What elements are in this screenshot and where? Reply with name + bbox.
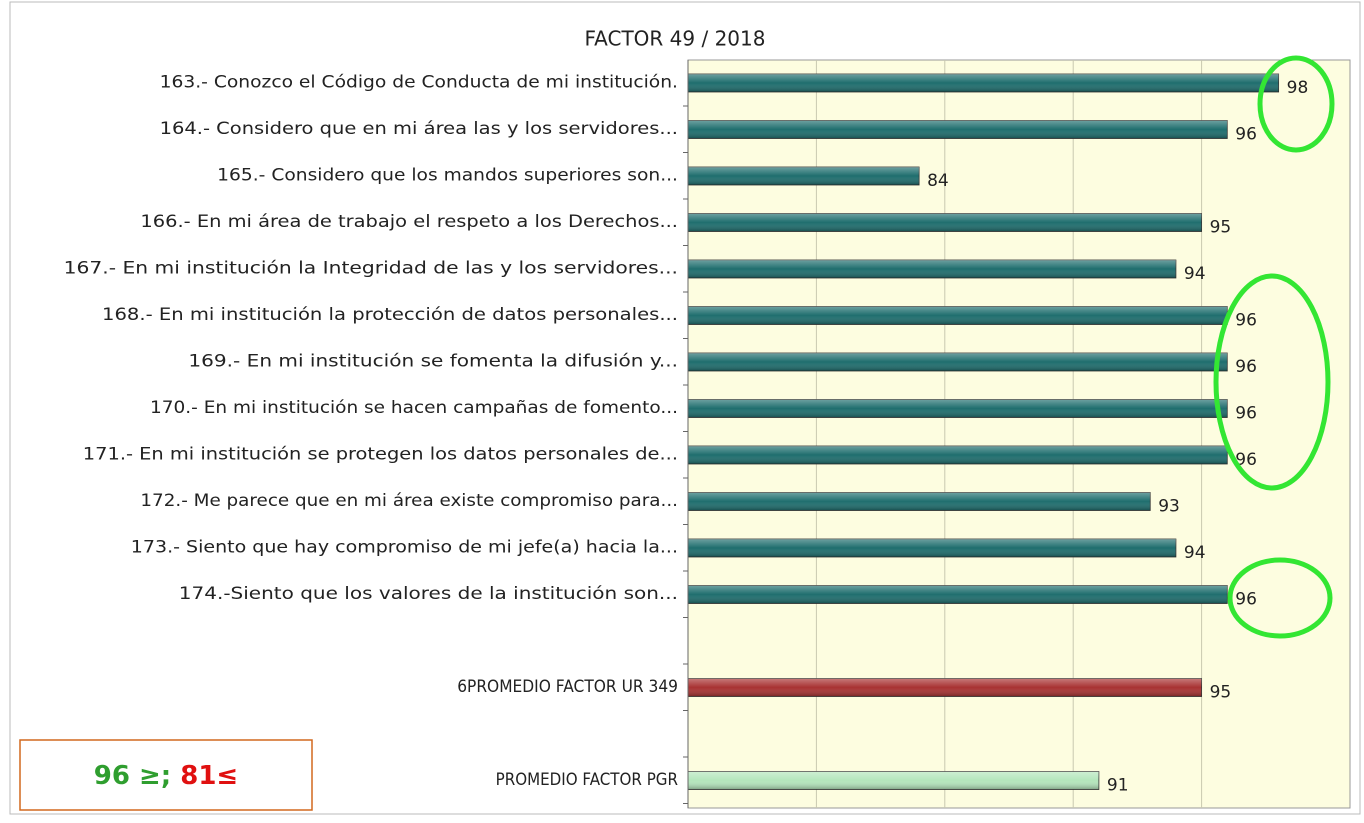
bar-shade [688, 306, 1228, 325]
value-label: 96 [1235, 311, 1257, 331]
bar-shade [688, 539, 1176, 557]
y-tick-label: 6PROMEDIO FACTOR UR 349 [457, 677, 678, 696]
bar-shade [688, 446, 1228, 464]
value-label: 95 [1210, 683, 1232, 703]
bar-shade [688, 492, 1151, 511]
legend-box [19, 739, 313, 811]
y-tick-label: 168.- En mi institución la protección de… [102, 305, 678, 324]
value-label: 96 [1235, 357, 1257, 377]
bar-shade [688, 213, 1202, 232]
bar-shade [688, 260, 1176, 278]
annotation: 81≤ [180, 761, 238, 791]
legend-text: 96 ≥; 81≤ [94, 761, 238, 791]
bar-shade [688, 678, 1202, 697]
value-label: 96 [1235, 590, 1257, 610]
y-tick-label: 166.- En mi área de trabajo el respeto a… [140, 212, 678, 231]
bar-shade [688, 771, 1099, 790]
y-tick-label: 173.- Siento que hay compromiso de mi je… [131, 538, 678, 557]
value-label: 98 [1287, 78, 1309, 98]
value-label: 93 [1158, 497, 1180, 517]
y-tick-label: 169.- En mi institución se fomenta la di… [188, 352, 678, 371]
bar-shade [688, 167, 920, 185]
bar-shade [688, 585, 1228, 604]
value-label: 94 [1184, 543, 1206, 563]
highlight [1213, 273, 1331, 491]
value-label: 84 [927, 171, 949, 191]
bar-shade [688, 353, 1228, 371]
y-tick-label: 164.- Considero que en mi área las y los… [160, 119, 678, 138]
y-tick-label: 167.- En mi institución la Integridad de… [64, 259, 678, 278]
highlight [1257, 55, 1335, 153]
bar-shade [688, 74, 1279, 92]
bar-shade [688, 120, 1228, 139]
highlight [1227, 557, 1333, 639]
annotation: 96 ≥; [94, 761, 171, 791]
y-tick-label: 171.- En mi institución se protegen los … [83, 445, 678, 464]
value-label: 95 [1210, 218, 1232, 238]
value-label: 91 [1107, 776, 1129, 796]
y-tick-label: 163.- Conozco el Código de Conducta de m… [160, 73, 678, 92]
y-tick-label: PROMEDIO FACTOR PGR [496, 770, 678, 789]
value-label: 96 [1235, 404, 1257, 424]
bar-shade [688, 399, 1228, 418]
chart-title: FACTOR 49 / 2018 [585, 27, 766, 51]
y-tick-label: 170.- En mi institución se hacen campaña… [150, 398, 678, 417]
value-label: 96 [1235, 125, 1257, 145]
y-tick-label: 174.-Siento que los valores de la instit… [179, 584, 678, 603]
y-tick-label: 165.- Considero que los mandos superiore… [217, 166, 678, 185]
value-label: 94 [1184, 264, 1206, 284]
value-label: 96 [1235, 450, 1257, 470]
y-tick-label: 172.- Me parece que en mi área existe co… [140, 491, 678, 510]
